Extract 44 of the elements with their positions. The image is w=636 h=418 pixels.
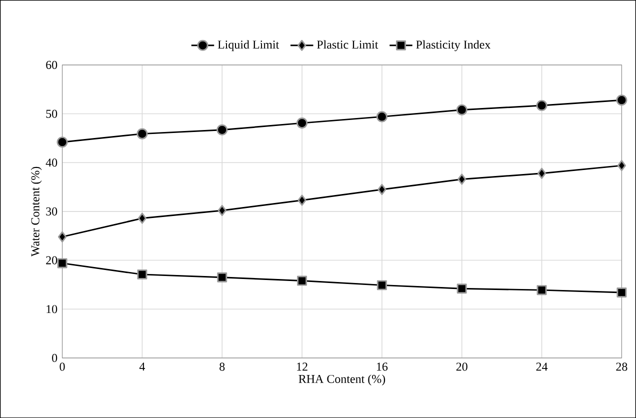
point [536, 100, 548, 111]
x-tick-label: 8 [220, 362, 225, 371]
point [56, 136, 68, 148]
point [296, 117, 308, 128]
y-tick-label: 60 [46, 60, 58, 69]
point [617, 160, 626, 171]
point [136, 128, 148, 140]
y-tick-label: 20 [46, 256, 58, 264]
point [216, 124, 228, 136]
point [376, 111, 388, 122]
point [456, 104, 468, 116]
legend-label: Plastic Limit [316, 40, 378, 49]
point [376, 280, 387, 290]
point [458, 174, 466, 185]
x-tick-label: 12 [297, 362, 308, 370]
point [536, 284, 547, 295]
x-tick-label: 16 [376, 362, 388, 371]
point [456, 284, 467, 294]
y-tick-label: 30 [46, 207, 58, 216]
y-tick-label: 50 [46, 110, 58, 118]
point [616, 287, 627, 298]
point [298, 194, 306, 206]
x-tick-label: 28 [616, 362, 628, 371]
y-tick-label: 0 [52, 354, 58, 362]
x-tick-label: 4 [139, 362, 145, 370]
legend-label: Liquid Limit [218, 40, 280, 51]
x-tick-label: 20 [456, 362, 468, 371]
point [297, 276, 308, 286]
x-axis-title: RHA Content (%) [298, 374, 386, 386]
point [378, 184, 386, 195]
point [537, 168, 546, 179]
point [138, 212, 147, 224]
y-tick-label: 10 [46, 304, 58, 314]
x-tick-label: 0 [60, 362, 65, 371]
point [58, 231, 67, 242]
legend-label: Plasticity Index [416, 40, 491, 52]
x-tick-label: 24 [536, 362, 548, 370]
point [616, 94, 628, 106]
y-tick-label: 40 [46, 158, 58, 167]
y-axis-title: Water Content (%) [30, 166, 42, 256]
point [217, 272, 228, 282]
point [218, 204, 226, 216]
point [57, 258, 68, 268]
point [137, 269, 148, 280]
